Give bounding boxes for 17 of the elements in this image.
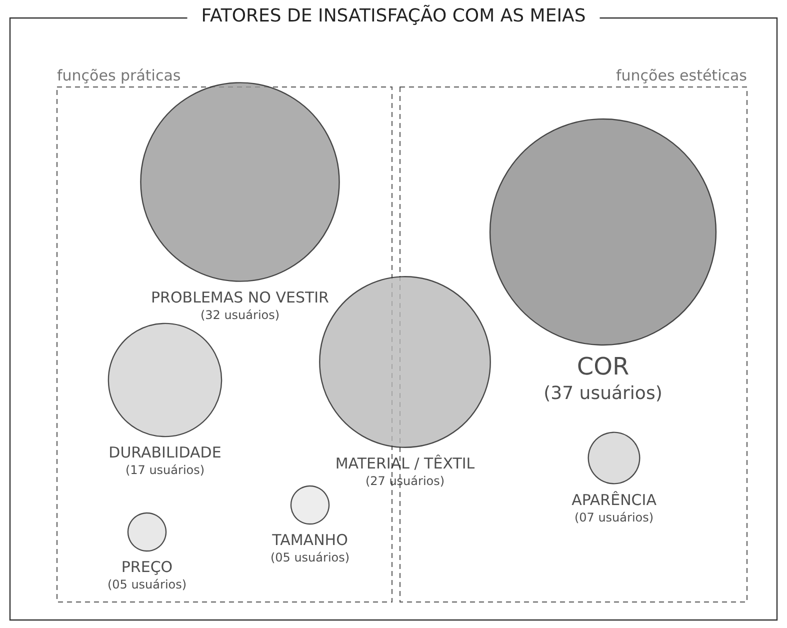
data-label: (32 usuários)	[200, 308, 280, 322]
text: funções práticas	[57, 66, 181, 84]
data-label: (05 usuários)	[270, 550, 350, 565]
data-label: (17 usuários)	[125, 463, 205, 478]
text: FATORES DE INSATISFAÇÃO COM AS MEIAS	[201, 4, 586, 26]
category-label: APARÊNCIA	[572, 490, 658, 509]
data-label: (27 usuários)	[365, 474, 445, 488]
category-label: TAMANHO	[271, 531, 348, 550]
data-label: (37 usuários)	[544, 383, 662, 404]
text: funções estéticas	[616, 66, 748, 84]
category-label: PROBLEMAS NO VESTIR	[151, 288, 329, 306]
category-label: COR	[576, 352, 630, 381]
category-label: DURABILIDADE	[108, 444, 222, 462]
data-label: (05 usuários)	[107, 578, 187, 592]
category-label: PREÇO	[121, 558, 173, 576]
data-label: (07 usuários)	[574, 510, 654, 524]
category-label: MATERIAL / TÊXTIL	[335, 454, 476, 472]
